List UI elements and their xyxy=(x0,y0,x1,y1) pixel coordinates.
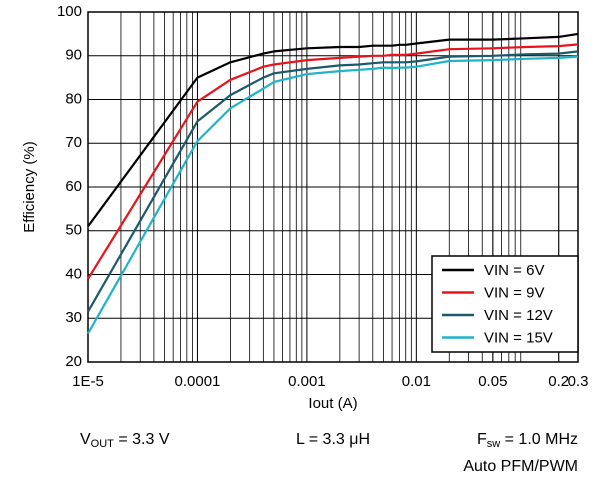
annotation-subscript: sw xyxy=(487,438,501,450)
x-tick-label: 1E-5 xyxy=(72,373,104,390)
series-line xyxy=(87,55,579,335)
x-tick-label: 0.2 xyxy=(548,373,569,390)
annotation-text: F xyxy=(477,431,487,448)
legend-label: VIN = 12V xyxy=(484,307,553,324)
annotation: VOUT = 3.3 V xyxy=(80,431,170,450)
x-tick-label: 0.01 xyxy=(402,373,431,390)
legend-label: VIN = 15V xyxy=(484,329,553,346)
y-axis-label: Efficiency (%) xyxy=(21,141,38,232)
annotation-text: Auto PFM/PWM xyxy=(463,458,578,475)
annotation-text: = 3.3 V xyxy=(114,431,170,448)
y-tick-label: 90 xyxy=(65,47,82,64)
x-tick-label: 0.0001 xyxy=(175,373,221,390)
y-tick-label: 40 xyxy=(65,265,82,282)
x-tick-label: 0.001 xyxy=(288,373,326,390)
legend-label: VIN = 9V xyxy=(484,284,544,301)
x-tick-label: 0.05 xyxy=(478,373,507,390)
y-tick-label: 80 xyxy=(65,90,82,107)
annotation: Auto PFM/PWM xyxy=(463,458,578,475)
annotation: L = 3.3 μH xyxy=(296,431,370,448)
annotation-text: V xyxy=(80,431,91,448)
annotation-text: L = 3.3 μH xyxy=(296,431,370,448)
x-tick-label: 0.3 xyxy=(568,373,589,390)
annotation: Fsw = 1.0 MHz xyxy=(477,431,578,450)
annotation-subscript: OUT xyxy=(91,438,115,450)
x-axis-label: Iout (A) xyxy=(308,395,357,412)
y-tick-label: 100 xyxy=(57,3,82,20)
legend-label: VIN = 6V xyxy=(484,262,544,279)
legend-box xyxy=(431,255,579,353)
y-tick-label: 30 xyxy=(65,309,82,326)
y-tick-label: 20 xyxy=(65,353,82,370)
series-line xyxy=(87,50,579,313)
plot-frame xyxy=(87,11,579,363)
annotation-text: = 1.0 MHz xyxy=(500,431,578,448)
y-tick-label: 70 xyxy=(65,134,82,151)
y-tick-label: 60 xyxy=(65,178,82,195)
series-line xyxy=(87,43,579,280)
series-line xyxy=(87,32,579,228)
y-tick-label: 50 xyxy=(65,222,82,239)
